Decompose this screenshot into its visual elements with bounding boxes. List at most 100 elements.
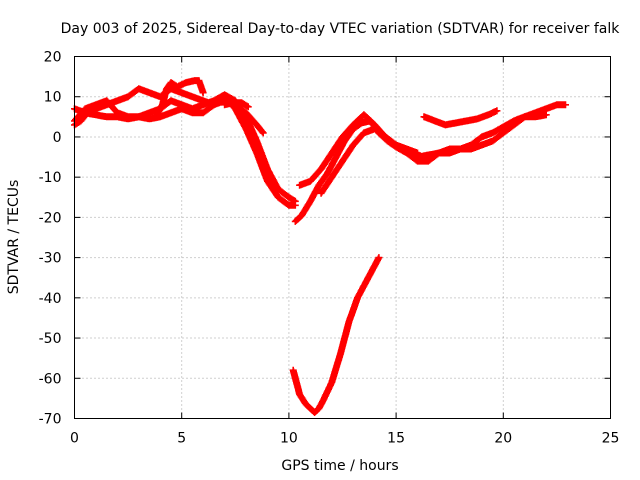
data-point	[384, 135, 387, 139]
series-track-d	[152, 77, 207, 121]
y-tick-label: 20	[44, 50, 62, 66]
data-point	[105, 103, 108, 107]
data-point	[287, 204, 291, 207]
data-point	[317, 407, 321, 410]
series-track-h	[317, 125, 421, 197]
data-point	[373, 264, 376, 267]
data-point	[240, 101, 243, 105]
data-point	[564, 103, 567, 107]
x-tick-label: 5	[177, 431, 186, 447]
data-point	[116, 115, 119, 119]
data-point	[277, 188, 280, 191]
data-marks-track-i	[420, 107, 501, 129]
series-track-e	[221, 99, 252, 111]
data-point	[86, 111, 89, 115]
data-point	[201, 99, 205, 102]
data-point	[319, 192, 323, 195]
data-point	[347, 320, 351, 324]
data-point	[161, 103, 164, 107]
data-point	[148, 91, 151, 94]
data-point	[79, 119, 83, 123]
data-point	[294, 377, 297, 380]
data-point	[191, 111, 194, 115]
data-point	[448, 151, 451, 155]
data-point	[343, 139, 346, 143]
data-series	[71, 77, 569, 416]
y-tick-label: -40	[39, 291, 62, 307]
y-tick-label: 0	[53, 130, 62, 146]
data-point	[352, 143, 355, 147]
y-tick-label: -30	[39, 251, 62, 267]
data-point	[94, 107, 98, 111]
data-point	[184, 81, 188, 84]
data-point	[165, 87, 168, 90]
data-point	[191, 95, 194, 98]
data-point	[491, 131, 494, 135]
data-point	[94, 113, 98, 117]
data-point	[116, 99, 119, 102]
data-point	[255, 151, 258, 155]
data-point	[330, 151, 333, 155]
data-point	[545, 113, 548, 117]
x-tick-label: 20	[494, 431, 512, 447]
data-point	[422, 115, 426, 119]
x-tick-label: 25	[602, 431, 620, 447]
y-tick-label: 10	[44, 90, 62, 106]
data-point	[360, 121, 363, 125]
y-tick-label: -60	[39, 371, 62, 387]
data-point	[169, 99, 173, 102]
data-point	[502, 131, 505, 135]
data-point	[277, 196, 280, 199]
data-point	[394, 143, 398, 147]
data-point	[255, 139, 258, 143]
data-point	[502, 125, 505, 129]
y-axis-label: SDTVAR / TECUs	[6, 180, 22, 295]
data-point	[201, 91, 205, 94]
data-point	[169, 81, 173, 84]
x-tick-labels: 0 5 10 15 20 25	[70, 431, 619, 447]
y-tick-labels: 20 10 0 -10 -20 -30 -40 -50 -60 -70	[39, 50, 62, 428]
data-point	[454, 121, 458, 125]
x-axis-label: GPS time / hours	[281, 458, 398, 474]
data-point	[287, 196, 291, 199]
data-point	[330, 381, 333, 384]
data-point	[294, 204, 297, 207]
data-point	[304, 403, 308, 406]
data-point	[545, 107, 548, 111]
data-point	[313, 411, 316, 414]
data-point	[322, 399, 325, 402]
data-point	[298, 184, 301, 187]
data-point	[373, 127, 376, 131]
data-point	[555, 103, 559, 107]
data-point	[266, 167, 269, 171]
data-point	[180, 107, 183, 111]
data-point	[362, 131, 366, 135]
data-point	[137, 115, 140, 119]
series-track-i	[420, 107, 501, 129]
chart-title: Day 003 of 2025, Sidereal Day-to-day VTE…	[61, 21, 621, 37]
data-point	[247, 105, 250, 109]
data-point	[469, 143, 473, 147]
data-point	[255, 123, 258, 127]
series-track-g	[296, 111, 550, 189]
data-point	[105, 115, 108, 119]
data-point	[512, 119, 516, 123]
data-point	[339, 352, 342, 356]
data-point	[356, 296, 359, 299]
data-point	[352, 123, 355, 127]
data-point	[148, 117, 151, 121]
series-track-b	[71, 93, 299, 209]
data-point	[364, 280, 368, 283]
data-point	[244, 127, 248, 131]
data-point	[480, 135, 484, 139]
data-point	[427, 153, 430, 157]
data-point	[180, 91, 183, 94]
data-point	[437, 151, 441, 155]
y-tick-label: -10	[39, 170, 62, 186]
axis-ticks	[74, 56, 611, 419]
data-point	[319, 167, 323, 171]
data-point	[487, 113, 490, 117]
data-point	[197, 79, 201, 82]
data-point	[300, 214, 303, 217]
